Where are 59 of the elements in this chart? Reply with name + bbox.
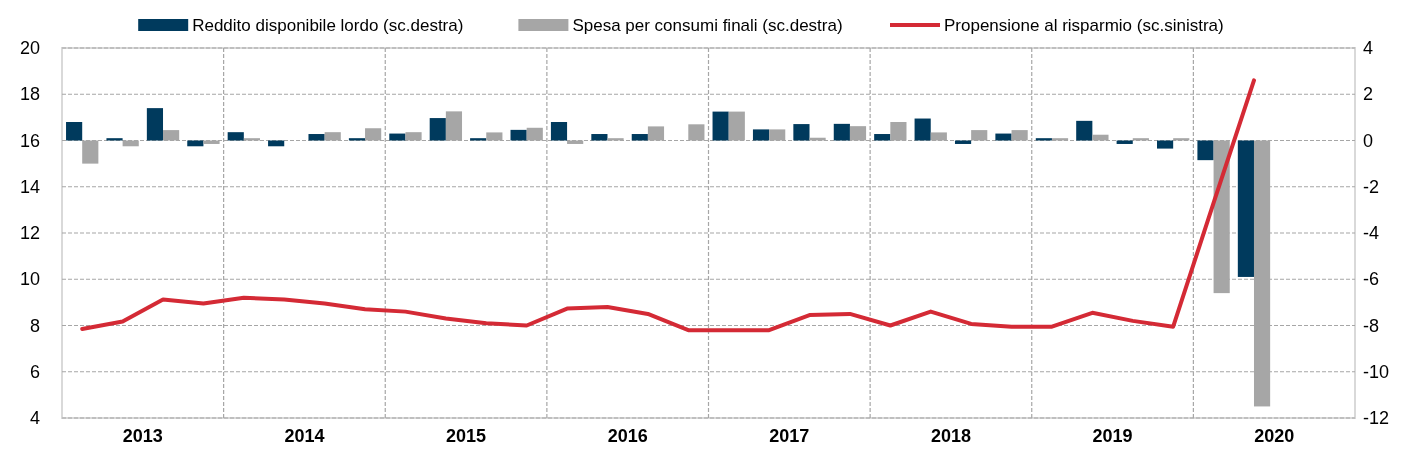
x-tick-label: 2016 <box>607 426 648 446</box>
x-tick-label: 2013 <box>122 426 163 446</box>
x-tick-label: 2015 <box>446 426 487 446</box>
bar <box>833 123 850 141</box>
y2-tick-label: -2 <box>1363 176 1380 197</box>
bar <box>607 138 624 141</box>
x-tick-label: 2018 <box>930 426 971 446</box>
bar <box>1035 138 1052 141</box>
bar <box>793 124 810 141</box>
bar <box>429 118 446 141</box>
legend-label: Propensione al risparmio (sc.sinistra) <box>944 15 1224 35</box>
line-series <box>80 78 1256 333</box>
y2-tick-label: -4 <box>1363 223 1380 243</box>
bar <box>1237 140 1254 277</box>
y2-tick-label: -12 <box>1363 408 1390 428</box>
bar <box>106 138 123 141</box>
y2-tick-label: 0 <box>1363 130 1374 151</box>
y-tick-label: 14 <box>19 176 40 197</box>
bar <box>470 138 487 141</box>
x-tick-label: 2014 <box>284 426 325 446</box>
bar <box>752 129 770 141</box>
y-tick-label: 20 <box>19 38 40 58</box>
bar <box>550 122 568 141</box>
y2-tick-label: -8 <box>1363 315 1380 336</box>
x-tick-label: 2017 <box>769 426 810 446</box>
bar <box>914 118 931 141</box>
bar <box>874 134 891 141</box>
y2-tick-label: -10 <box>1363 361 1390 382</box>
bar <box>591 134 608 141</box>
bar <box>631 134 648 141</box>
y-tick-label: 12 <box>19 223 40 243</box>
bar <box>389 133 406 141</box>
bar <box>510 129 527 141</box>
bar <box>146 108 164 141</box>
y-tick-label: 4 <box>29 408 40 428</box>
bar <box>1157 140 1174 149</box>
bar <box>890 122 907 141</box>
bar <box>227 132 244 141</box>
x-tick-label: 2019 <box>1092 426 1133 446</box>
y2-tick-label: 4 <box>1363 38 1374 58</box>
bar <box>348 138 366 141</box>
bar <box>445 111 463 141</box>
x-tick-label: 2020 <box>1254 426 1295 446</box>
bar <box>1076 120 1093 141</box>
y-tick-label: 6 <box>29 361 40 382</box>
bar <box>995 133 1012 141</box>
bar <box>1197 140 1214 161</box>
y-tick-label: 18 <box>19 84 40 105</box>
bar <box>66 122 83 141</box>
legend-label: Reddito disponibile lordo (sc.destra) <box>192 15 464 35</box>
y-tick-label: 16 <box>19 130 40 151</box>
y-tick-label: 8 <box>29 315 40 336</box>
y2-tick-label: 2 <box>1363 84 1374 105</box>
y2-tick-label: -6 <box>1363 269 1380 290</box>
y-tick-label: 10 <box>19 269 40 290</box>
bar <box>308 134 325 141</box>
bar <box>712 111 729 141</box>
legend-label: Spesa per consumi finali (sc.destra) <box>572 15 843 35</box>
bar <box>1051 138 1069 141</box>
